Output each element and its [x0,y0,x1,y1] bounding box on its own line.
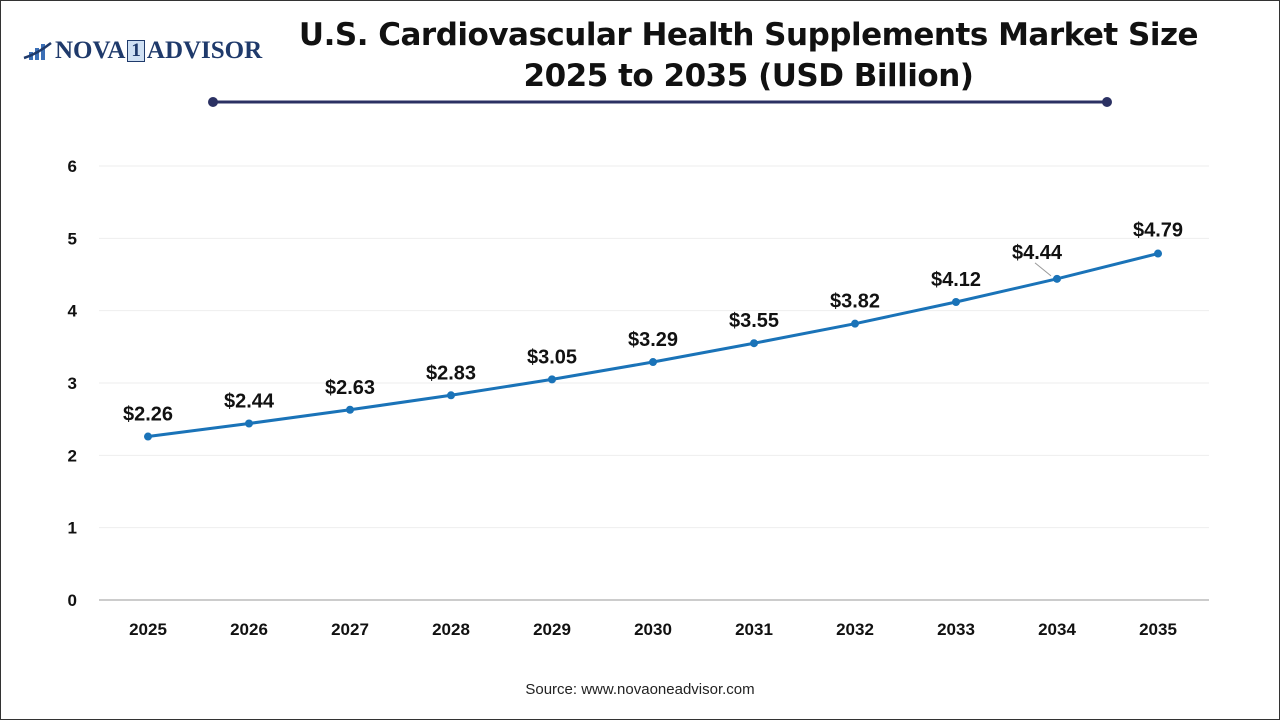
y-tick-label: 0 [68,591,77,610]
data-label: $4.12 [931,269,981,291]
bar-chart-logo-icon [23,42,52,60]
logo-number: 1 [127,40,145,62]
logo-text: NOVA [55,37,126,64]
data-label: $3.29 [628,329,678,351]
x-tick-label: 2035 [1139,620,1177,639]
data-point [144,432,152,441]
leader-line [1034,262,1052,277]
x-tick-label: 2031 [735,620,773,639]
logo: NOVA 1 ADVISOR [23,37,262,65]
y-tick-label: 4 [68,302,78,321]
data-label: $4.44 [1012,242,1063,264]
x-tick-label: 2033 [937,620,975,639]
chart-title: U.S. Cardiovascular Health Supplements M… [298,17,1199,94]
data-label: $2.26 [123,404,173,426]
data-point [447,391,455,400]
x-tick-label: 2034 [1038,620,1076,639]
logo-text: ADVISOR [146,37,263,64]
x-tick-label: 2025 [129,620,167,639]
data-point [548,375,556,384]
x-tick-label: 2026 [230,620,268,639]
source-text: Source: www.novaoneadvisor.com [525,681,755,698]
data-point [245,419,253,428]
data-label: $4.79 [1133,220,1183,242]
y-tick-label: 1 [68,519,77,538]
data-point [1154,249,1162,258]
x-tick-label: 2027 [331,620,369,639]
data-point [1053,274,1061,283]
data-label: $2.44 [224,391,275,413]
y-tick-label: 5 [68,229,77,248]
title-underline-dot [1102,97,1112,107]
x-tick-label: 2028 [432,620,470,639]
y-tick-label: 6 [68,157,77,176]
y-tick-label: 3 [68,374,77,393]
y-tick-label: 2 [68,446,77,465]
data-label: $3.82 [830,291,880,313]
data-point [750,339,758,348]
x-tick-label: 2032 [836,620,874,639]
data-label: $2.83 [426,362,476,384]
data-point [346,405,354,414]
title-underline-dot [208,97,218,107]
data-label: $2.63 [325,377,375,399]
data-point [851,319,859,328]
data-point [952,297,960,306]
data-label: $3.05 [527,346,577,368]
x-tick-label: 2029 [533,620,571,639]
x-tick-label: 2030 [634,620,672,639]
data-label: $3.55 [729,310,779,332]
data-point [649,358,657,367]
